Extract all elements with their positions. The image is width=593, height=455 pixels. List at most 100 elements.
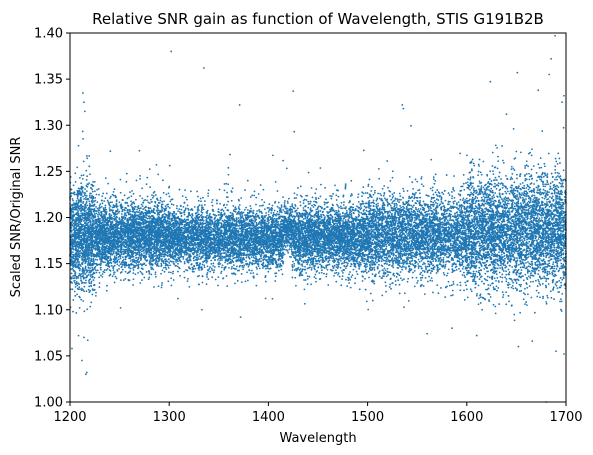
data-point (132, 278, 135, 281)
data-point (81, 130, 84, 133)
data-point (170, 284, 173, 287)
data-point (87, 257, 89, 260)
data-point (94, 242, 96, 245)
data-point (157, 209, 160, 212)
data-point (75, 251, 78, 254)
data-point (125, 222, 128, 225)
data-point (106, 262, 109, 265)
data-point (122, 279, 125, 282)
data-point (115, 257, 118, 260)
data-point (167, 205, 170, 208)
data-point (94, 240, 97, 243)
data-point (141, 212, 144, 214)
data-point (165, 268, 168, 271)
data-point (104, 177, 107, 180)
data-point (72, 215, 74, 217)
data-point (147, 201, 150, 204)
data-point (157, 265, 160, 267)
data-point (138, 260, 141, 263)
data-point (162, 234, 165, 237)
data-point (95, 222, 98, 225)
data-point (81, 257, 84, 260)
data-point (145, 252, 148, 254)
data-point (162, 248, 165, 251)
data-point (135, 214, 138, 217)
data-point (137, 258, 140, 261)
data-point (79, 235, 82, 238)
data-point (133, 220, 136, 223)
data-point (72, 245, 74, 248)
data-point (161, 269, 164, 272)
data-point (116, 232, 118, 235)
data-point (81, 268, 84, 270)
data-point (94, 219, 97, 222)
data-point (85, 169, 88, 172)
data-point (86, 252, 89, 255)
data-point (113, 259, 116, 261)
data-point (142, 223, 145, 226)
data-point (83, 250, 86, 253)
data-point (79, 222, 82, 225)
data-point (75, 199, 78, 202)
data-point (115, 226, 118, 229)
data-point (211, 204, 214, 207)
data-point (110, 214, 113, 217)
data-point (142, 234, 145, 236)
data-point (151, 263, 154, 266)
data-point (141, 231, 144, 234)
data-point (139, 270, 142, 273)
data-point (94, 294, 97, 297)
data-point (73, 280, 76, 282)
data-point (70, 195, 73, 198)
data-point (108, 250, 111, 253)
data-point (84, 245, 87, 247)
data-point (70, 272, 73, 275)
data-point (102, 223, 105, 225)
data-point (144, 211, 146, 214)
data-point (146, 176, 149, 179)
data-point (91, 266, 94, 269)
data-point (143, 241, 146, 244)
data-point (132, 269, 135, 271)
data-point (138, 236, 141, 239)
data-point (162, 253, 165, 256)
data-point (122, 240, 125, 243)
data-point (113, 235, 116, 237)
data-point (98, 209, 101, 212)
data-point (137, 266, 140, 269)
data-point (91, 275, 94, 278)
data-point (81, 190, 84, 192)
data-point (98, 271, 101, 274)
data-point (121, 199, 124, 201)
data-point (159, 196, 162, 199)
data-point (85, 223, 88, 225)
data-point (107, 182, 110, 185)
data-point (162, 229, 165, 232)
data-point (103, 246, 106, 248)
data-point (141, 273, 144, 276)
data-point (76, 293, 78, 296)
data-point (93, 284, 96, 287)
data-point (76, 284, 79, 287)
data-point (94, 199, 97, 202)
data-point (74, 180, 77, 183)
data-point (87, 267, 90, 269)
data-point (132, 201, 135, 204)
data-point (160, 262, 163, 265)
data-point (156, 264, 158, 267)
data-point (139, 174, 142, 177)
data-point (156, 204, 159, 206)
data-point (105, 245, 108, 247)
data-point (77, 288, 80, 291)
data-point (148, 276, 151, 279)
data-point (89, 210, 91, 213)
data-point (73, 245, 76, 248)
data-point (158, 202, 161, 204)
data-point (148, 220, 151, 223)
data-point (111, 253, 114, 256)
data-point (106, 284, 108, 287)
data-point (99, 217, 101, 220)
data-point (97, 242, 100, 245)
data-point (129, 260, 132, 262)
